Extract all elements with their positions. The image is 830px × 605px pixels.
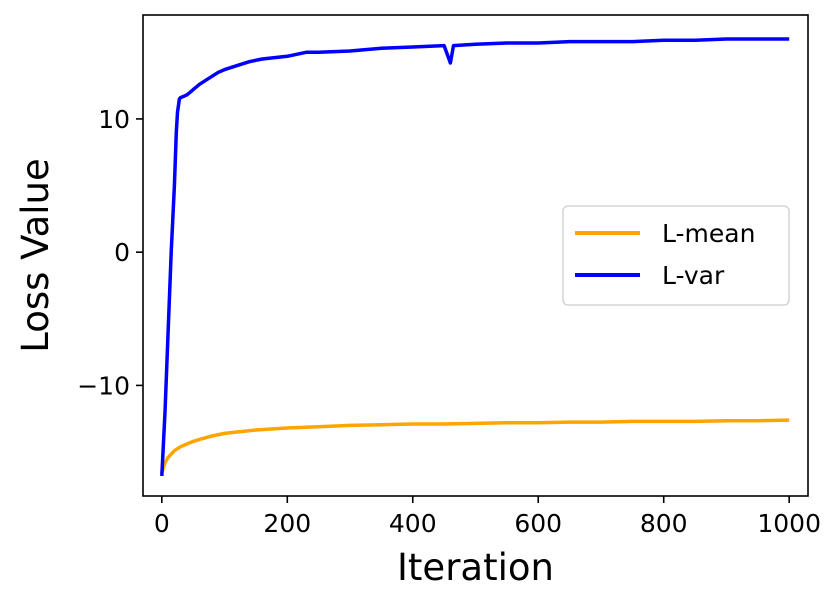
y-axis-ticks: −10 0 10 [77, 105, 143, 400]
series-line-l-mean [160, 418, 790, 474]
y-tick-label: 0 [114, 238, 130, 267]
y-tick-label: −10 [77, 371, 130, 400]
y-tick-label: 10 [98, 105, 130, 134]
x-tick-label: 200 [263, 509, 311, 538]
x-tick-label: 400 [389, 509, 437, 538]
x-axis-title: Iteration [397, 546, 554, 589]
x-tick-label: 600 [514, 509, 562, 538]
x-tick-label: 800 [640, 509, 688, 538]
series-line-l-var [160, 37, 790, 477]
legend: L-mean L-var [562, 205, 790, 306]
x-tick-label: 1000 [757, 509, 821, 538]
x-tick-label: 0 [154, 509, 170, 538]
plot-lines [160, 37, 790, 477]
legend-label-l-mean: L-mean [662, 219, 755, 248]
legend-label-l-var: L-var [662, 261, 725, 290]
plot-area-frame [142, 14, 809, 497]
x-axis-ticks: 0 200 400 600 800 1000 [154, 496, 821, 538]
legend-box [562, 205, 790, 306]
y-axis-title: Loss Value [14, 158, 57, 353]
